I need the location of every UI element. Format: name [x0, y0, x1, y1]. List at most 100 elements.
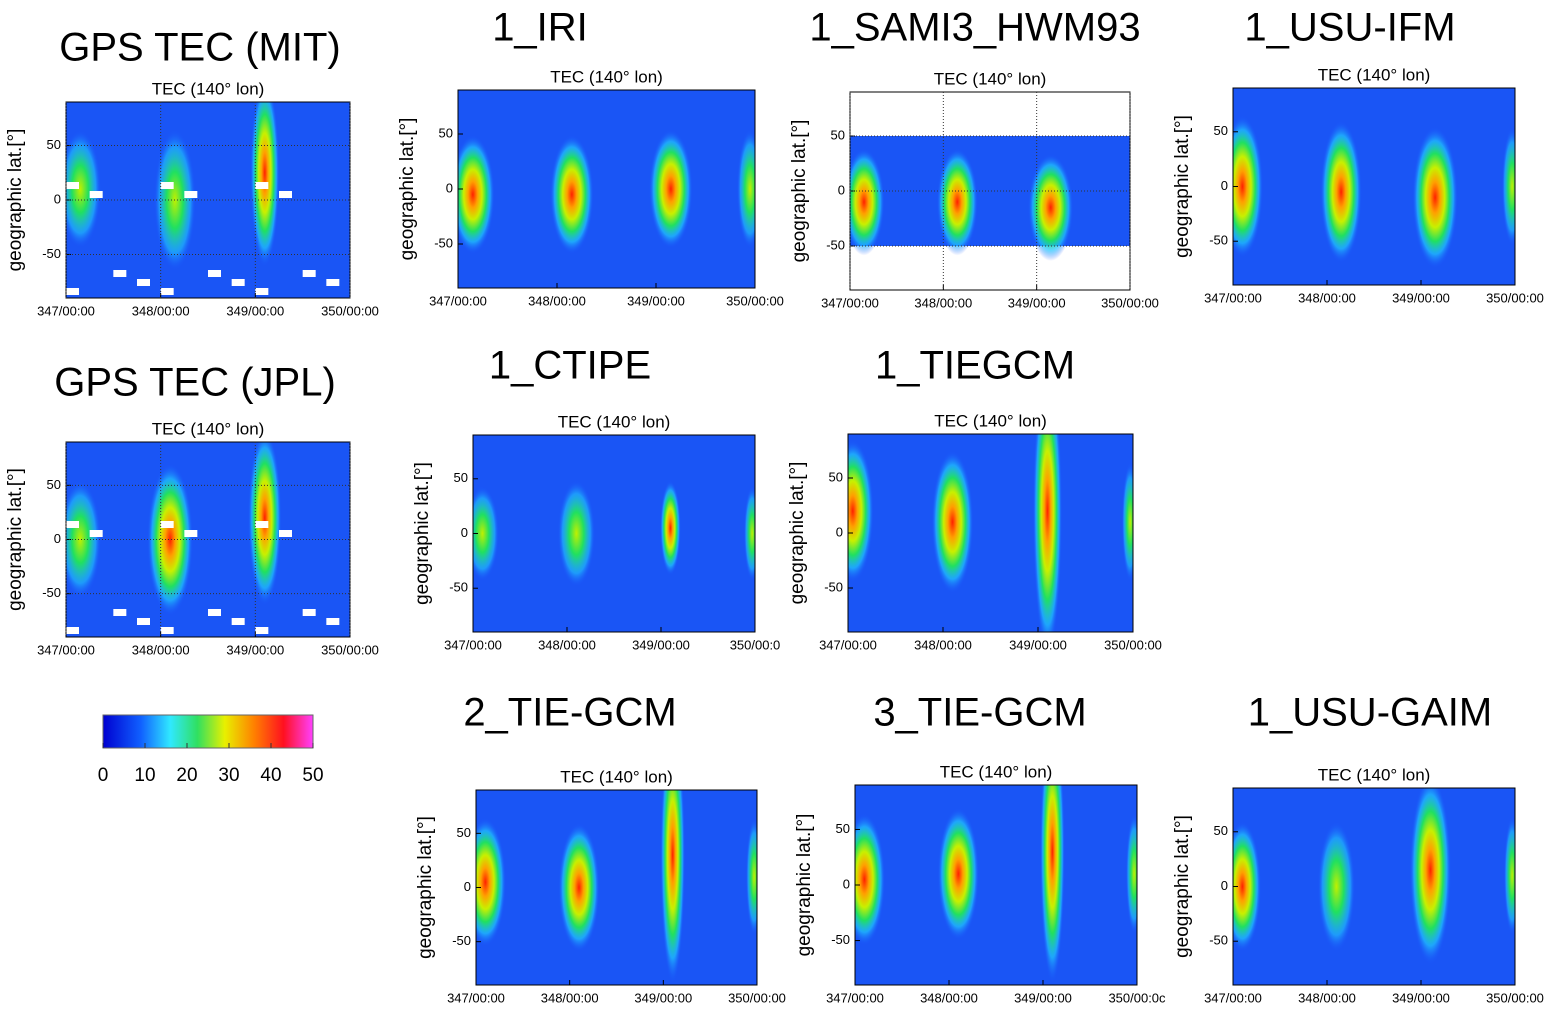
heatmap-panel: 1_CTIPE TEC (140° lon) geographic lat.[°] -… — [412, 344, 780, 653]
x-tick-label: 349/00:00 — [1008, 295, 1066, 310]
no-data — [279, 530, 292, 537]
plot-subtitle: TEC (140° lon) — [1318, 65, 1431, 84]
y-tick-label: -50 — [831, 932, 850, 947]
no-data — [255, 182, 269, 189]
no-data — [184, 191, 198, 198]
x-tick-label: 347/00:00 — [444, 637, 502, 652]
y-axis-label: geographic lat.[°] — [5, 129, 26, 272]
x-tick-label: 350/00:00 — [728, 990, 786, 1005]
tec-enhancement — [473, 486, 499, 581]
x-tick-label: 348/00:00 — [1298, 290, 1356, 305]
panel-title: GPS TEC (JPL) — [54, 361, 336, 405]
tec-enhancement — [743, 486, 755, 581]
y-tick-label: 0 — [836, 524, 843, 539]
x-tick-label: 349/00:00 — [226, 303, 284, 318]
tec-enhancement — [649, 129, 693, 249]
plot-subtitle: TEC (140° lon) — [934, 69, 1047, 88]
x-tick-label: 348/00:00 — [541, 990, 599, 1005]
x-tick-label: 349/00:00 — [627, 293, 685, 308]
tec-enhancement — [1317, 821, 1356, 952]
x-tick-label: 348/00:00 — [538, 637, 596, 652]
heatmap-image — [848, 434, 1133, 632]
heatmap-image — [473, 435, 755, 632]
tec-enhancement — [1409, 788, 1452, 965]
x-tick-label: 349/00:00 — [1009, 637, 1067, 652]
y-tick-label: 50 — [47, 477, 61, 492]
y-tick-label: 50 — [1214, 123, 1228, 138]
x-tick-label: 349/00:00 — [1392, 290, 1450, 305]
tec-enhancement — [476, 817, 506, 947]
y-tick-label: 0 — [446, 180, 453, 195]
no-data — [89, 191, 103, 198]
heatmap-background — [1233, 88, 1515, 285]
heatmap-background — [458, 90, 755, 288]
colorbar-tick-label: 0 — [98, 765, 109, 786]
y-axis-label: geographic lat.[°] — [789, 120, 810, 263]
no-data — [184, 530, 198, 537]
colorbar-scale — [102, 714, 314, 749]
y-axis-label: geographic lat.[°] — [794, 814, 815, 957]
y-axis-label: geographic lat.[°] — [415, 816, 436, 959]
heatmap-panel: 1_USU-GAIM TEC (140° lon) geographic lat.[… — [1172, 691, 1544, 1006]
y-tick-label: 0 — [54, 191, 61, 206]
plot-subtitle: TEC (140° lon) — [940, 762, 1053, 781]
heatmap-background — [476, 790, 757, 985]
tec-enhancement — [550, 135, 594, 254]
y-axis-label: geographic lat.[°] — [1172, 815, 1193, 958]
tec-enhancement — [1032, 434, 1063, 632]
x-tick-label: 350/00:00 — [1486, 290, 1544, 305]
y-tick-label: 50 — [1214, 823, 1228, 838]
x-tick-label: 347/00:00 — [826, 990, 884, 1005]
heatmap-panel: 1_USU-IFM TEC (140° lon) geographic lat.[°… — [1172, 6, 1544, 306]
plot-subtitle: TEC (140° lon) — [560, 767, 673, 786]
no-data — [137, 279, 150, 286]
y-tick-label: 50 — [836, 821, 850, 836]
x-tick-label: 348/00:00 — [920, 990, 978, 1005]
plot-subtitle: TEC (140° lon) — [550, 67, 663, 86]
tec-enhancement — [937, 807, 980, 940]
tec-enhancement — [1039, 785, 1065, 984]
heatmap-image — [1233, 788, 1515, 985]
y-axis-label: geographic lat.[°] — [787, 462, 808, 605]
y-tick-label: -50 — [434, 235, 453, 250]
heatmap-background — [855, 785, 1137, 985]
no-data — [208, 270, 221, 277]
no-data — [66, 521, 79, 528]
no-data — [66, 182, 79, 189]
colorbar-tick-label: 10 — [134, 765, 155, 786]
no-data — [160, 521, 174, 528]
no-data — [113, 270, 127, 277]
y-tick-label: 0 — [838, 182, 845, 197]
heatmap-panel: 1_TIEGCM TEC (140° lon) geographic lat.[°]… — [787, 344, 1162, 653]
tec-enhancement — [557, 480, 596, 587]
tec-enhancement — [1028, 154, 1074, 261]
tec-enhancement — [850, 148, 885, 256]
no-data — [255, 521, 269, 528]
y-tick-label: 0 — [461, 525, 468, 540]
x-tick-label: 349/00:00 — [634, 990, 692, 1005]
panel-title: 3_TIE-GCM — [873, 691, 1086, 735]
no-data — [231, 618, 245, 625]
tec-enhancement — [250, 102, 280, 267]
x-tick-label: 348/00:00 — [528, 293, 586, 308]
heatmap-background — [1233, 788, 1515, 985]
tec-enhancement — [147, 463, 194, 616]
tec-enhancement — [1320, 121, 1362, 263]
y-axis-label: geographic lat.[°] — [5, 468, 26, 611]
x-tick-label: 347/00:00 — [821, 295, 879, 310]
x-tick-label: 348/00:00 — [132, 303, 190, 318]
heatmap-image — [1233, 88, 1515, 285]
panel-title: 1_SAMI3_HWM93 — [809, 6, 1140, 50]
y-tick-label: 50 — [829, 469, 843, 484]
no-data — [231, 279, 245, 286]
y-tick-label: -50 — [449, 580, 468, 595]
panel-title: 1_TIEGCM — [875, 344, 1075, 388]
no-data — [137, 618, 150, 625]
tec-enhancement — [1412, 126, 1458, 269]
panel-title: 1_IRI — [492, 6, 588, 50]
no-data — [255, 627, 269, 634]
panel-title: 2_TIE-GCM — [463, 691, 676, 735]
x-tick-label: 349/00:00 — [1014, 990, 1072, 1005]
x-tick-label: 348/00:00 — [914, 295, 972, 310]
tec-enhancement — [66, 130, 102, 248]
